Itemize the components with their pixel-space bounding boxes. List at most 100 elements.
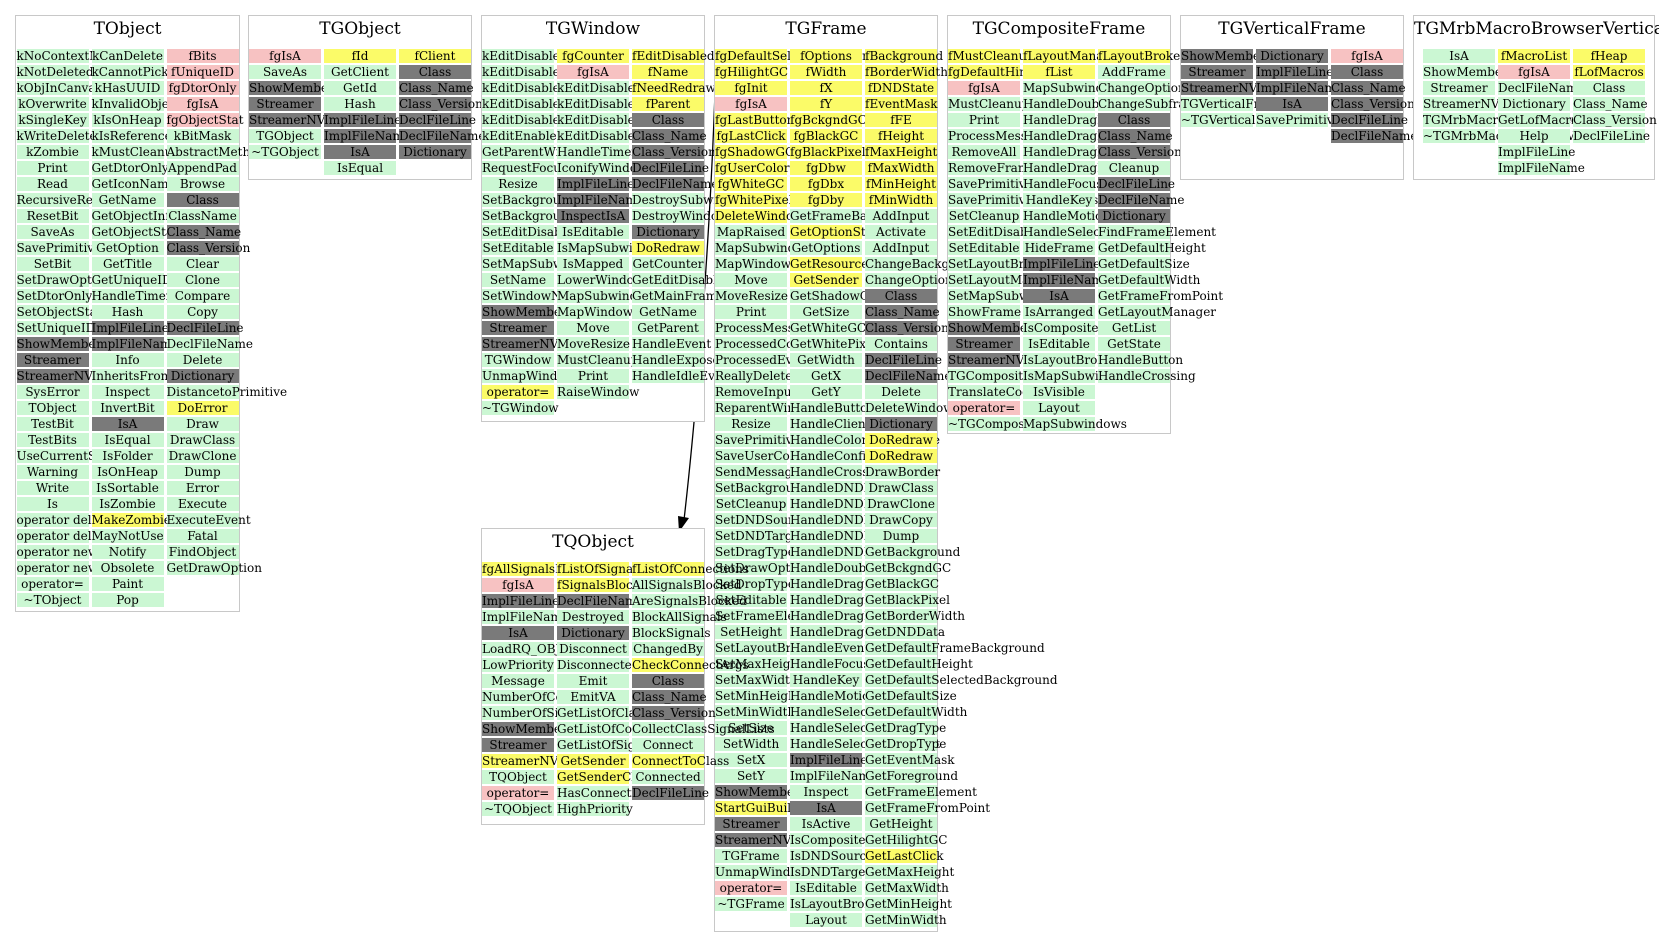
- class-member: HandleClientMessage: [790, 417, 925, 431]
- class-member: DeleteWindow: [865, 401, 954, 415]
- class-member: DeclFileLine: [1573, 129, 1651, 143]
- class-member: Compare: [166, 289, 239, 303]
- class-member: GetEditDisabled: [632, 273, 732, 287]
- class-member: SetMapSubwindows: [482, 257, 607, 271]
- class-member: RequestFocus: [482, 161, 568, 175]
- class-member: AllSignalsBlocked: [632, 578, 742, 592]
- class-member: GetHeight: [865, 817, 937, 831]
- class-member: HandleFocusChange: [790, 657, 917, 671]
- member-column: kNoContextMenu kNotDeleted kObjInCanvas kOv…: [16, 49, 126, 607]
- member-column: fMustCleanup fgDefaultHints fgIsA MustClean…: [948, 49, 1098, 431]
- class-member: MapRaised: [715, 225, 787, 239]
- class-member: operator new: [16, 545, 99, 559]
- class-member: AddFrame: [1098, 65, 1170, 79]
- class-member: HandleSelectionRequest: [790, 737, 940, 751]
- member-column: fgAllSignalsBlocked fgIsA ImplFileLine Impl…: [482, 562, 622, 816]
- class-member: InheritsFrom: [91, 369, 173, 383]
- class-member: fgInit: [715, 81, 787, 95]
- class-member: RecursiveRemove: [16, 193, 126, 207]
- class-member: Layout: [790, 913, 862, 927]
- class-member: BlockAllSignals: [632, 610, 727, 624]
- class-member: Draw: [166, 417, 239, 431]
- class-member: Streamer: [482, 738, 554, 752]
- class-member: GetLayoutManager: [1098, 305, 1217, 319]
- class-member: StreamerNVirtual: [1181, 81, 1291, 95]
- class-member: operator=: [16, 577, 89, 591]
- class-member: ImplFileLine: [557, 177, 635, 191]
- class-member: Class_Version: [632, 145, 716, 159]
- class-member: operator new[]: [16, 561, 108, 575]
- class-member: HandleDragEnter: [790, 593, 899, 607]
- class-member: GetUniqueID: [91, 273, 172, 287]
- class-member: IsZombie: [91, 497, 164, 511]
- class-member: TGVerticalFrame: [1181, 97, 1286, 111]
- class-member: IsOnHeap: [91, 465, 164, 479]
- class-member: GetList: [1098, 321, 1170, 335]
- class-member: SetCleanup: [715, 497, 787, 511]
- class-member: StreamerNVirtual: [482, 754, 592, 768]
- class-member: MoveResize: [715, 289, 788, 303]
- class-member: DeclFileLine: [632, 786, 710, 800]
- class-member: HideFrame: [1023, 241, 1095, 255]
- class-member: Resize: [482, 177, 554, 191]
- class-member: DrawClass: [865, 481, 937, 495]
- class-member: IsMapSubwindows: [557, 241, 672, 255]
- class-member: GetEventMask: [865, 753, 955, 767]
- class-member: ReallyDelete: [715, 369, 793, 383]
- class-member: fgIsA: [557, 65, 629, 79]
- class-member: ~TObject: [16, 593, 89, 607]
- member-column: fId GetClient GetId Hash ImplFileLine ImplFil…: [324, 49, 411, 175]
- class-tgmrbmacrobrowservertical: TGMrbMacroBrowserVertical IsA ShowMembers…: [1413, 15, 1659, 180]
- class-member: Disconnected: [557, 658, 640, 672]
- class-member: SetDrawOption: [16, 273, 111, 287]
- class-member: Emit: [557, 674, 629, 688]
- class-member: GetForeground: [865, 769, 959, 783]
- class-member: MapSubwindows: [1023, 417, 1127, 431]
- class-member: Print: [948, 113, 1020, 127]
- class-member: StreamerNVirtual: [482, 337, 592, 351]
- class-member: ImplFileLine: [482, 594, 560, 608]
- class-member: GetDefaultWidth: [865, 705, 968, 719]
- class-member: Contains: [865, 337, 937, 351]
- class-member: DeclFileLine: [399, 113, 477, 127]
- class-member: kIsOnHeap: [91, 113, 164, 127]
- class-member: SetCleanup: [948, 209, 1020, 223]
- class-member: IsA: [482, 626, 554, 640]
- class-member: fNeedRedraw: [632, 81, 716, 95]
- class-member: GetParent: [632, 321, 704, 335]
- class-member: TQObject: [482, 770, 554, 784]
- class-member: GetBckgndGC: [865, 561, 952, 575]
- class-member: RemoveInput: [715, 385, 797, 399]
- class-member: GetDefaultSize: [1098, 257, 1190, 271]
- class-member: Move: [557, 321, 629, 335]
- class-member: fgObjectStat: [166, 113, 244, 127]
- class-member: fEventMask: [865, 97, 938, 111]
- class-member: kMustCleanup: [91, 145, 181, 159]
- class-member: ExecuteEvent: [166, 513, 251, 527]
- class-member: ImplFileLine: [91, 321, 169, 335]
- class-member: fgDefaultHints: [948, 65, 1038, 79]
- class-member: kEditDisable: [557, 81, 635, 95]
- class-member: TGFrame: [715, 849, 787, 863]
- class-member: IsLayoutBroken: [1023, 353, 1120, 367]
- class-member: HandleDNDFinished: [790, 513, 917, 527]
- class-member: TestBit: [16, 417, 89, 431]
- class-title: TObject: [93, 19, 162, 39]
- class-member: fgIsA: [249, 49, 321, 63]
- class-member: ShowMembers: [1181, 49, 1272, 63]
- class-member: ChangeSubframesBackground: [1098, 97, 1284, 111]
- class-member: FindObject: [166, 545, 239, 559]
- class-member: MapSubwindows: [715, 241, 819, 255]
- class-title: TGWindow: [545, 19, 641, 39]
- class-member: ImplFileLine: [1023, 257, 1101, 271]
- class-member: GetLofMacros: [1498, 113, 1585, 127]
- class-member: CollectClassSignalLists: [632, 722, 775, 736]
- class-member: ProcessedEvent: [715, 353, 813, 367]
- class-tobject: TObject kNoContextMenu kNotDeleted kObjInC…: [15, 15, 287, 612]
- member-columns: kNoContextMenu kNotDeleted kObjInCanvas kOv…: [16, 49, 287, 607]
- class-member: IsArranged: [1023, 305, 1095, 319]
- class-member: SavePrimitive: [1256, 113, 1341, 127]
- member-column: fListOfSignals fSignalsBlocked DeclFileNam…: [557, 562, 693, 816]
- class-member: fY: [790, 97, 862, 111]
- class-member: IsEditable: [1023, 337, 1095, 351]
